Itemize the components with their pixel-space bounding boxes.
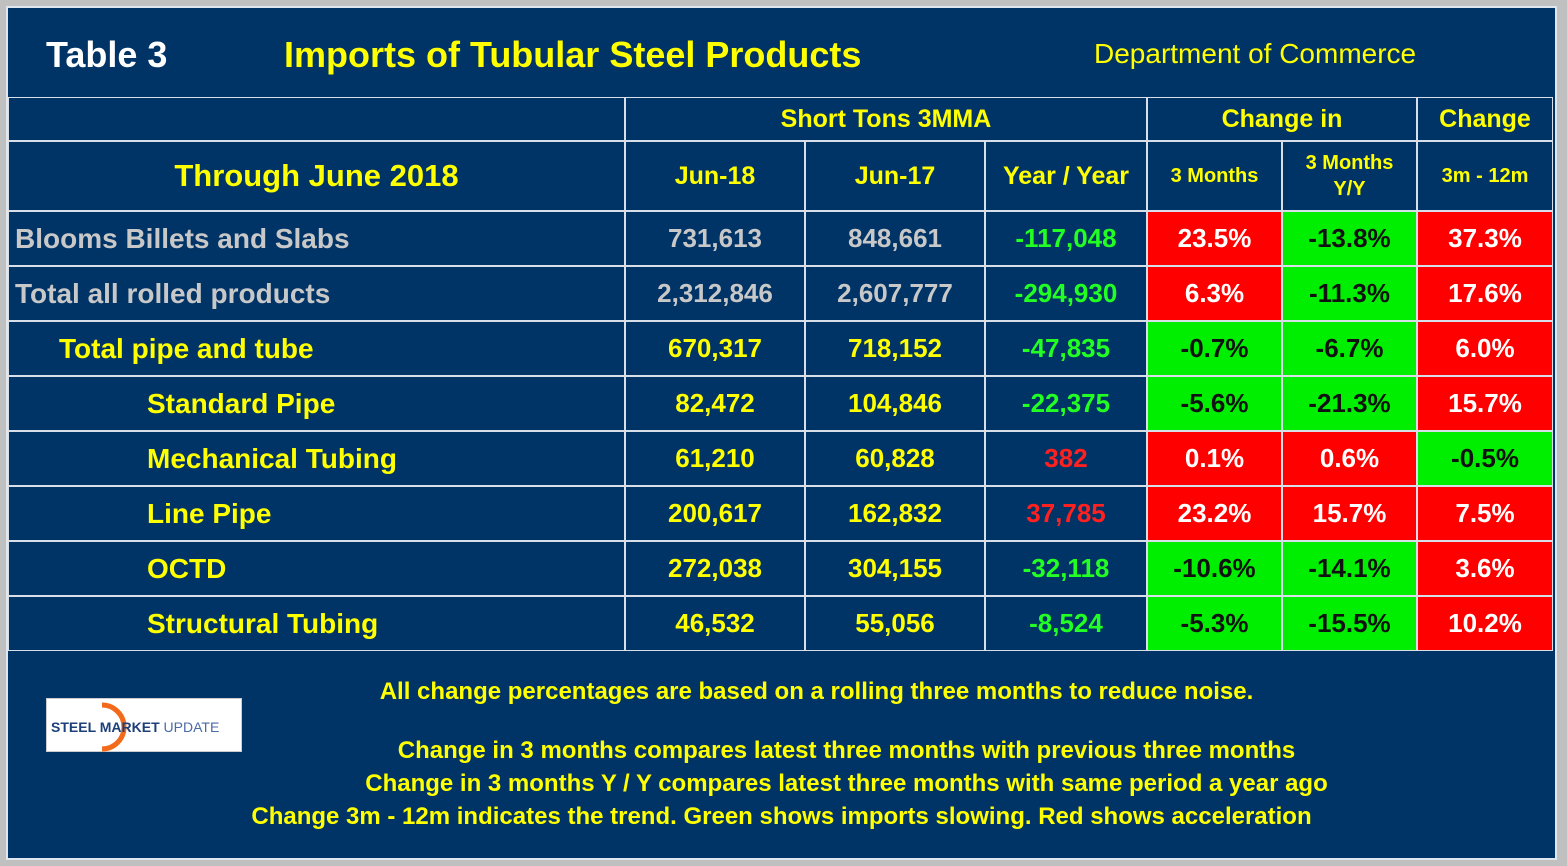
footer-note-4: Change 3m - 12m indicates the trend. Gre…	[251, 803, 1312, 830]
cell-year-year: -8,524	[985, 596, 1147, 651]
header-change-in: Change in	[1147, 97, 1417, 141]
row-label: Line Pipe	[8, 486, 625, 541]
row-label: OCTD	[8, 541, 625, 596]
header-year-year: Year / Year	[985, 141, 1147, 211]
cell-3m-12m: 7.5%	[1417, 486, 1553, 541]
cell-3-months-yy: -6.7%	[1282, 321, 1417, 376]
source-label: Department of Commerce	[1094, 38, 1417, 69]
cell-3-months: 23.2%	[1147, 486, 1282, 541]
cell-3-months: -0.7%	[1147, 321, 1282, 376]
cell-3m-12m: 3.6%	[1417, 541, 1553, 596]
cell-year-year: -47,835	[985, 321, 1147, 376]
cell-3-months-yy: 15.7%	[1282, 486, 1417, 541]
cell-3m-12m: 6.0%	[1417, 321, 1553, 376]
cell-3-months-yy: -11.3%	[1282, 266, 1417, 321]
cell-3m-12m: 37.3%	[1417, 211, 1553, 266]
cell-3-months: -5.6%	[1147, 376, 1282, 431]
cell-3m-12m: -0.5%	[1417, 431, 1553, 486]
cell-jun18: 82,472	[625, 376, 805, 431]
cell-year-year: -294,930	[985, 266, 1147, 321]
cell-jun18: 2,312,846	[625, 266, 805, 321]
row-label: Mechanical Tubing	[8, 431, 625, 486]
table-panel: Table 3 Imports of Tubular Steel Product…	[6, 6, 1557, 860]
header-3-months-yy: 3 Months Y/Y	[1282, 141, 1417, 211]
cell-jun18: 272,038	[625, 541, 805, 596]
cell-jun18: 670,317	[625, 321, 805, 376]
cell-3-months-yy: -14.1%	[1282, 541, 1417, 596]
cell-3m-12m: 15.7%	[1417, 376, 1553, 431]
header-3m-12m: 3m - 12m	[1417, 141, 1553, 211]
header-period: Through June 2018	[8, 141, 625, 211]
cell-3-months: 0.1%	[1147, 431, 1282, 486]
svg-text:STEEL MARKET UPDATE: STEEL MARKET UPDATE	[51, 719, 219, 735]
header-short-tons: Short Tons 3MMA	[625, 97, 1147, 141]
cell-jun18: 200,617	[625, 486, 805, 541]
cell-3-months-yy: -21.3%	[1282, 376, 1417, 431]
cell-3-months-yy: 0.6%	[1282, 431, 1417, 486]
cell-3-months: 6.3%	[1147, 266, 1282, 321]
cell-jun17: 55,056	[805, 596, 985, 651]
cell-3-months-yy: -13.8%	[1282, 211, 1417, 266]
header-jun17: Jun-17	[805, 141, 985, 211]
steel-market-update-logo: STEEL MARKET UPDATE	[46, 698, 242, 752]
header-3-months-yy-line: 3 Months	[1305, 152, 1394, 174]
footer-note-1: All change percentages are based on a ro…	[379, 678, 1254, 705]
header-jun18: Jun-18	[625, 141, 805, 211]
page-title: Imports of Tubular Steel Products	[284, 34, 862, 75]
cell-3-months: 23.5%	[1147, 211, 1282, 266]
cell-year-year: -22,375	[985, 376, 1147, 431]
cell-jun17: 2,607,777	[805, 266, 985, 321]
header-3-months: 3 Months	[1147, 141, 1282, 211]
row-label: Blooms Billets and Slabs	[8, 211, 625, 266]
cell-year-year: -32,118	[985, 541, 1147, 596]
cell-3m-12m: 17.6%	[1417, 266, 1553, 321]
table-number: Table 3	[46, 34, 168, 75]
footer-note-2: Change in 3 months compares latest three…	[397, 737, 1296, 764]
cell-3-months-yy: -15.5%	[1282, 596, 1417, 651]
cell-jun18: 61,210	[625, 431, 805, 486]
cell-jun18: 731,613	[625, 211, 805, 266]
row-label: Total pipe and tube	[8, 321, 625, 376]
cell-jun17: 104,846	[805, 376, 985, 431]
header-blank	[8, 97, 625, 141]
cell-jun17: 848,661	[805, 211, 985, 266]
cell-3-months: -10.6%	[1147, 541, 1282, 596]
cell-year-year: -117,048	[985, 211, 1147, 266]
cell-jun17: 60,828	[805, 431, 985, 486]
cell-3-months: -5.3%	[1147, 596, 1282, 651]
footer-note-3: Change in 3 months Y / Y compares latest…	[365, 770, 1328, 797]
row-label: Standard Pipe	[8, 376, 625, 431]
cell-year-year: 382	[985, 431, 1147, 486]
cell-jun18: 46,532	[625, 596, 805, 651]
cell-jun17: 304,155	[805, 541, 985, 596]
row-label: Structural Tubing	[8, 596, 625, 651]
row-label: Total all rolled products	[8, 266, 625, 321]
logo-swoosh-icon: STEEL MARKET UPDATE	[51, 702, 219, 752]
cell-year-year: 37,785	[985, 486, 1147, 541]
cell-jun17: 718,152	[805, 321, 985, 376]
header-change: Change	[1417, 97, 1553, 141]
cell-jun17: 162,832	[805, 486, 985, 541]
cell-3m-12m: 10.2%	[1417, 596, 1553, 651]
header-3-months-yy-line: Y/Y	[1333, 178, 1366, 200]
